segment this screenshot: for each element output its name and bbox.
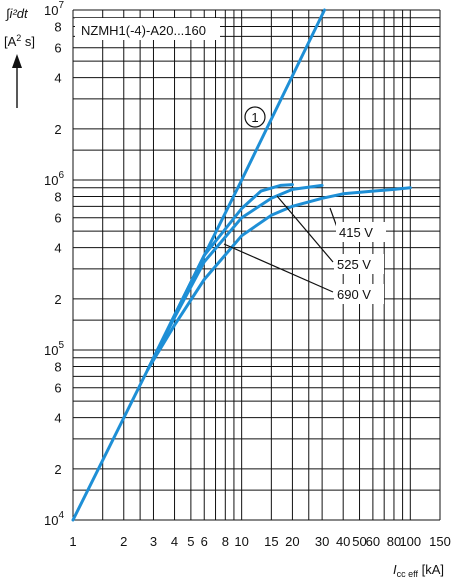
y-tick-base: 10: [44, 513, 58, 528]
series-line-415v: [146, 186, 412, 371]
x-tick-label: 8: [222, 534, 229, 549]
y-tick-label: 104: [44, 510, 64, 528]
x-tick-label: 4: [171, 534, 178, 549]
chart-title: NZMH1(-4)-A20...160: [81, 23, 206, 38]
x-tick-label: 20: [285, 534, 299, 549]
y-unit-close: s]: [21, 34, 35, 49]
annotation-label-525v: 525 V: [337, 257, 371, 272]
y-tick-label: 8: [54, 19, 61, 34]
y-tick-label: 6: [54, 211, 61, 226]
x-tick-label: 150: [429, 534, 451, 549]
y-axis-integral: ∫i²dt: [5, 6, 29, 21]
y-tick-label: 4: [54, 411, 61, 426]
y-tick-label: 2: [54, 122, 61, 137]
y-tick-label: 2: [54, 462, 61, 477]
y-tick-exponent: 5: [58, 340, 64, 351]
y-tick-exponent: 6: [58, 170, 64, 181]
label-backdrop-525v: [334, 254, 384, 274]
y-tick-base: 10: [44, 343, 58, 358]
x-tick-label: 60: [366, 534, 380, 549]
x-tick-label: 6: [201, 534, 208, 549]
x-tick-label: 50: [352, 534, 366, 549]
y-tick-label: 2: [54, 292, 61, 307]
y-tick-label: 105: [44, 340, 64, 358]
y-axis-label: ∫i²dt [A2 s]: [4, 6, 35, 108]
x-axis-title: Icc eff [kA]: [393, 562, 444, 579]
x-axis-sub: cc eff: [397, 569, 419, 579]
x-tick-label: 15: [264, 534, 278, 549]
grid: [72, 9, 441, 521]
series-line-690v: [146, 183, 294, 371]
y-tick-exponent: 4: [58, 510, 64, 521]
x-axis-label: Icc eff [kA]: [393, 562, 444, 579]
leader-525v: [276, 195, 334, 263]
y-tick-label: 4: [54, 241, 61, 256]
y-axis-unit: [A2 s]: [4, 33, 35, 49]
y-tick-label: 107: [44, 0, 64, 18]
x-axis-unit: [kA]: [418, 562, 444, 577]
y-unit-open: [A: [4, 34, 17, 49]
annotation-circle-1: [244, 106, 266, 128]
x-tick-label: 80: [387, 534, 401, 549]
label-backdrop-415v: [336, 222, 386, 242]
x-tick-label: 2: [120, 534, 127, 549]
x-tick-label: 3: [150, 534, 157, 549]
y-unit-exp: 2: [16, 33, 21, 43]
y-tick-exponent: 7: [58, 0, 64, 11]
curves: [71, 8, 412, 522]
x-tick-label: 1: [69, 534, 76, 549]
x-tick-label: 10: [234, 534, 248, 549]
y-tick-label: 4: [54, 71, 61, 86]
y-tick-label: 8: [54, 359, 61, 374]
annotation-label-415v: 415 V: [339, 225, 373, 240]
x-axis-symbol: I: [393, 562, 397, 577]
x-tick-label: 5: [187, 534, 194, 549]
label-backdrop-690v: [334, 284, 384, 304]
y-axis-arrow-head: [12, 54, 22, 68]
y-tick-label: 6: [54, 381, 61, 396]
y-tick-base: 10: [44, 3, 58, 18]
y-tick-label: 6: [54, 41, 61, 56]
x-tick-label: 100: [399, 534, 421, 549]
leader-690v: [223, 243, 334, 293]
series-line-525v: [146, 183, 324, 371]
annotation-label-1: 1: [251, 110, 258, 125]
x-tick-label: 40: [336, 534, 350, 549]
annotation-label-690v: 690 V: [337, 287, 371, 302]
x-tick-label: 30: [315, 534, 329, 549]
y-tick-base: 10: [44, 173, 58, 188]
annotations: 1 415 V 525 V 690 V: [223, 106, 386, 304]
y-tick-label: 106: [44, 170, 64, 188]
title-backdrop: [75, 18, 220, 40]
y-tick-label: 8: [54, 189, 61, 204]
